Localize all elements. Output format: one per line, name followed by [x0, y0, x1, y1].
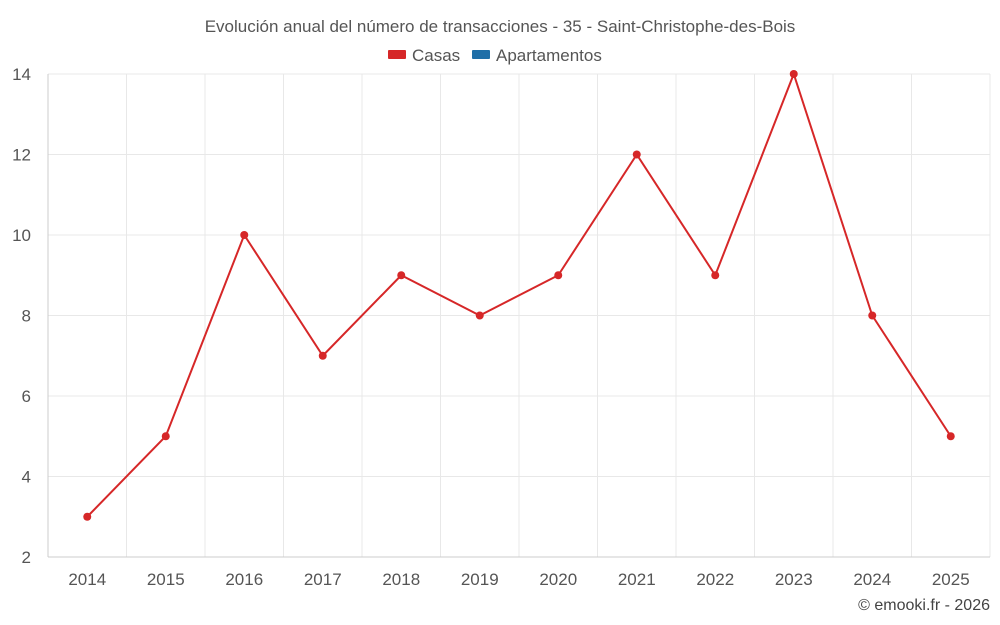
data-point[interactable] [789, 70, 798, 78]
data-point[interactable] [711, 271, 720, 280]
legend-swatch-casas [388, 50, 406, 59]
y-tick-label: 4 [22, 468, 31, 487]
y-tick-label: 2 [22, 548, 31, 567]
data-point[interactable] [946, 432, 955, 441]
y-tick-label: 14 [12, 65, 31, 84]
data-point[interactable] [161, 432, 170, 441]
x-tick-label: 2017 [304, 570, 342, 589]
x-tick-label: 2023 [775, 570, 813, 589]
legend-item-apartamentos[interactable]: Apartamentos [472, 46, 602, 65]
data-point[interactable] [318, 351, 327, 360]
y-tick-label: 10 [12, 226, 31, 245]
x-tick-label: 2022 [696, 570, 734, 589]
legend-swatch-apartamentos [472, 50, 490, 59]
x-tick-label: 2015 [147, 570, 185, 589]
axes: 2 4 6 8 10 12 14 2014 2015 2016 2017 2018 2019 2020 20… [12, 65, 990, 589]
data-point[interactable] [632, 150, 641, 159]
x-tick-label: 2025 [932, 570, 970, 589]
data-point[interactable] [868, 311, 877, 320]
x-tick-label: 2016 [225, 570, 263, 589]
credit-text: © emooki.fr - 2026 [858, 597, 990, 614]
legend-label-casas: Casas [412, 46, 460, 65]
data-point[interactable] [397, 271, 406, 280]
data-point[interactable] [554, 271, 563, 280]
x-tick-label: 2024 [853, 570, 891, 589]
series [83, 70, 955, 521]
x-tick-label: 2018 [382, 570, 420, 589]
y-tick-label: 12 [12, 146, 31, 165]
x-tick-label: 2014 [68, 570, 106, 589]
data-point[interactable] [475, 311, 484, 320]
legend-item-casas[interactable]: Casas [388, 46, 460, 65]
x-tick-label: 2021 [618, 570, 656, 589]
legend-label-apartamentos: Apartamentos [496, 46, 602, 65]
grid [47, 73, 991, 557]
data-point[interactable] [83, 512, 92, 521]
series-line-casas [86, 71, 952, 518]
chart-title: Evolución anual del número de transaccio… [205, 17, 796, 36]
x-tick-label: 2020 [539, 570, 577, 589]
data-point[interactable] [240, 231, 249, 239]
x-tick-label: 2019 [461, 570, 499, 589]
y-tick-label: 8 [22, 307, 31, 326]
legend: Casas Apartamentos [388, 46, 602, 65]
y-tick-label: 6 [22, 387, 31, 406]
